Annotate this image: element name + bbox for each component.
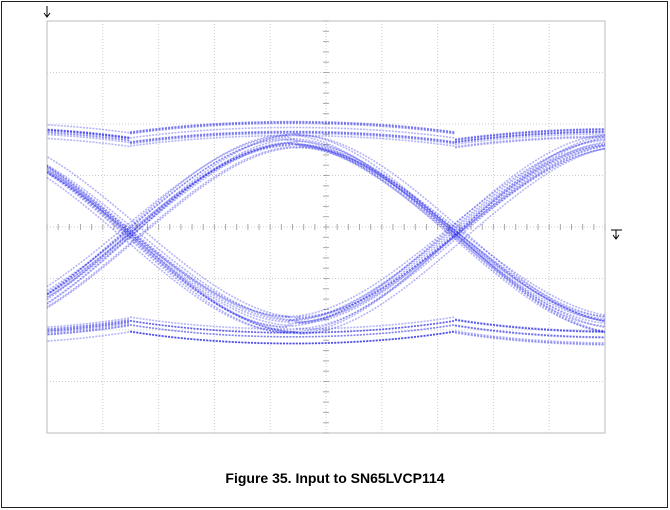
eye-trace <box>47 146 297 308</box>
eye-trace <box>47 138 295 305</box>
eye-trace <box>47 165 291 323</box>
eye-trace <box>47 136 291 294</box>
eye-trace <box>47 171 297 334</box>
eye-trace <box>129 126 456 139</box>
eye-trace <box>285 133 605 327</box>
eye-trace <box>47 155 301 319</box>
eye-trace <box>47 128 131 139</box>
trigger-marker <box>43 6 51 18</box>
eye-trace <box>47 321 131 333</box>
eye-trace <box>286 139 605 318</box>
eye-trace <box>288 144 605 325</box>
eye-trace <box>298 148 605 318</box>
eye-trace <box>129 131 456 144</box>
eye-trace <box>47 132 131 142</box>
eye-trace <box>47 324 131 336</box>
eye-trace <box>47 319 131 331</box>
eye-trace <box>47 128 131 139</box>
eye-trace <box>129 121 456 134</box>
eye-trace <box>288 143 605 322</box>
eye-trace <box>47 133 131 144</box>
eye-trace <box>47 164 289 317</box>
eye-trace <box>129 324 456 338</box>
eye-trace <box>295 144 605 329</box>
eye-trace <box>294 140 605 323</box>
eye-trace <box>299 145 605 333</box>
eye-trace <box>129 130 456 143</box>
eye-trace <box>295 145 605 330</box>
eye-trace <box>47 165 295 333</box>
eye-trace <box>129 330 456 345</box>
eye-trace <box>129 324 456 338</box>
eye-trace <box>47 135 289 288</box>
eye-trace <box>129 319 456 334</box>
eye-trace <box>286 139 605 317</box>
eye-trace <box>295 147 605 320</box>
eye-trace <box>129 330 456 345</box>
eye-trace <box>298 146 605 316</box>
eye-trace <box>47 137 131 148</box>
eye-trace <box>47 131 131 142</box>
eye-trace <box>129 130 456 143</box>
grid <box>46 20 606 434</box>
eye-trace <box>47 128 131 139</box>
eye-trace <box>129 330 456 345</box>
eye-trace <box>47 129 131 140</box>
eye-trace <box>129 134 456 147</box>
eye-trace <box>47 322 131 334</box>
eye-trace <box>47 167 287 329</box>
eye-trace <box>293 134 605 335</box>
eye-trace <box>290 144 605 333</box>
eye-trace <box>47 176 287 333</box>
eye-trace <box>47 331 131 342</box>
eye-trace <box>294 141 605 324</box>
eye-trace <box>47 134 287 296</box>
eye-trace <box>129 316 456 330</box>
eye-trace <box>296 143 605 322</box>
eye-trace <box>289 138 605 321</box>
eye-trace <box>129 320 456 334</box>
eye-trace <box>47 318 131 330</box>
eye-trace <box>289 137 605 320</box>
eye-trace <box>47 317 131 328</box>
eye-trace <box>290 143 605 332</box>
eye-trace <box>288 142 605 321</box>
eye-trace <box>47 144 292 292</box>
eye-trace <box>129 120 456 133</box>
figure-caption: Figure 35. Input to SN65LVCP114 <box>225 470 444 486</box>
eye-trace <box>129 319 456 334</box>
level-marker <box>611 229 622 240</box>
eye-trace <box>129 122 456 135</box>
eye-trace <box>293 133 605 334</box>
eye-trace <box>285 134 605 327</box>
eye-trace <box>47 320 131 332</box>
eye-trace <box>298 136 605 325</box>
eye-trace <box>47 141 293 299</box>
eye-trace <box>296 144 605 323</box>
eye-trace <box>47 138 287 296</box>
eye-diagram <box>47 120 605 346</box>
eye-trace <box>47 320 131 332</box>
eye-trace <box>129 132 456 145</box>
eye-trace <box>47 324 131 336</box>
eye-trace <box>47 170 299 333</box>
eye-trace <box>288 143 605 324</box>
eye-trace <box>129 121 456 135</box>
eye-trace <box>298 134 605 323</box>
eye-trace <box>47 129 131 140</box>
eye-trace <box>47 171 292 319</box>
eye-trace <box>47 144 287 301</box>
eye-trace <box>295 146 605 319</box>
eye-trace <box>47 132 301 296</box>
eye-trace <box>47 169 293 327</box>
eye-trace <box>47 146 299 309</box>
eye-trace <box>299 147 605 335</box>
eye-trace <box>129 330 456 345</box>
eye-trace <box>47 124 131 134</box>
eye-trace <box>47 170 287 328</box>
